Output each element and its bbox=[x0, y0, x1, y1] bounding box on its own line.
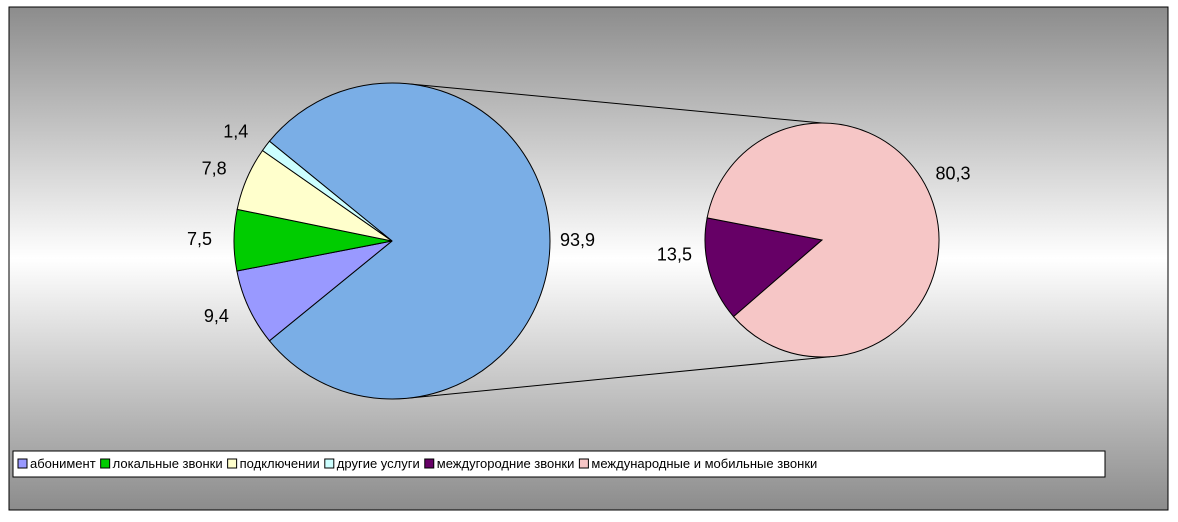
data-label: 7,8 bbox=[202, 159, 227, 179]
data-label: 93,9 bbox=[560, 230, 595, 250]
legend-label: абонимент bbox=[30, 456, 96, 471]
data-label: 9,4 bbox=[204, 306, 229, 326]
legend-label: другие услуги bbox=[337, 456, 420, 471]
pie-slice bbox=[261, 140, 393, 242]
data-label: 80,3 bbox=[935, 163, 970, 183]
legend-box bbox=[12, 450, 1106, 478]
legend-swatch bbox=[100, 458, 111, 469]
legend-label: локальные звонки bbox=[113, 456, 223, 471]
pie-slice bbox=[706, 122, 940, 358]
data-label: 7,5 bbox=[187, 229, 212, 249]
pie-slice bbox=[704, 217, 824, 318]
legend-swatch bbox=[578, 458, 589, 469]
data-label: 1,4 bbox=[223, 121, 248, 141]
connector bbox=[408, 83, 823, 124]
connector bbox=[408, 356, 831, 399]
legend-label: международные и мобильные звонки bbox=[591, 456, 817, 471]
legend-swatch bbox=[17, 458, 28, 469]
legend-swatch bbox=[424, 458, 435, 469]
data-label: 13,5 bbox=[657, 245, 692, 265]
pie-slice bbox=[268, 82, 551, 400]
legend-label: подключении bbox=[240, 456, 320, 471]
legend-label: междугородние звонки bbox=[437, 456, 575, 471]
legend-swatch bbox=[324, 458, 335, 469]
legend-swatch bbox=[227, 458, 238, 469]
chart-area bbox=[8, 6, 1169, 511]
